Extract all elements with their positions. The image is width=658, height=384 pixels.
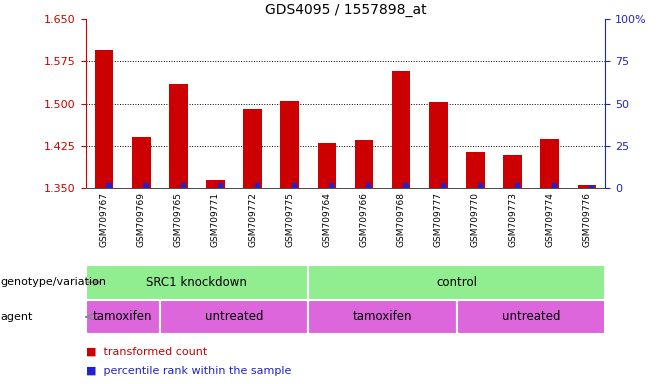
Bar xyxy=(457,300,605,334)
Text: SRC1 knockdown: SRC1 knockdown xyxy=(147,276,247,289)
Bar xyxy=(86,300,160,334)
Bar xyxy=(392,71,411,188)
Title: GDS4095 / 1557898_at: GDS4095 / 1557898_at xyxy=(265,3,426,17)
Text: GSM709770: GSM709770 xyxy=(471,192,480,247)
Bar xyxy=(367,183,371,188)
Bar xyxy=(143,183,149,188)
Text: GSM709775: GSM709775 xyxy=(286,192,294,247)
Bar xyxy=(429,102,447,188)
Text: GSM709764: GSM709764 xyxy=(322,192,332,247)
Bar xyxy=(206,180,225,188)
Bar xyxy=(243,109,262,188)
Text: untreated: untreated xyxy=(502,310,561,323)
Text: GSM709771: GSM709771 xyxy=(211,192,220,247)
Bar xyxy=(355,140,373,188)
Text: control: control xyxy=(436,276,477,289)
Text: tamoxifen: tamoxifen xyxy=(353,310,413,323)
Bar xyxy=(86,265,309,300)
Text: GSM709777: GSM709777 xyxy=(434,192,443,247)
Bar xyxy=(440,183,445,188)
Text: GSM709773: GSM709773 xyxy=(508,192,517,247)
Text: ■  percentile rank within the sample: ■ percentile rank within the sample xyxy=(86,366,291,376)
Bar xyxy=(169,84,188,188)
Bar xyxy=(180,183,186,188)
Bar xyxy=(309,265,605,300)
Text: GSM709769: GSM709769 xyxy=(137,192,145,247)
Bar xyxy=(95,50,113,188)
Bar xyxy=(318,143,336,188)
Bar xyxy=(329,183,334,188)
Text: GSM709774: GSM709774 xyxy=(545,192,554,247)
Text: agent: agent xyxy=(0,312,32,322)
Bar xyxy=(132,137,151,188)
Text: GSM709776: GSM709776 xyxy=(582,192,592,247)
Bar xyxy=(503,156,522,188)
Bar xyxy=(515,183,520,188)
Bar xyxy=(255,183,260,188)
Bar xyxy=(466,152,485,188)
Bar xyxy=(540,139,559,188)
Bar xyxy=(403,183,409,188)
Text: genotype/variation: genotype/variation xyxy=(0,277,106,287)
Bar xyxy=(552,183,557,188)
Bar xyxy=(589,185,594,188)
Bar xyxy=(309,300,457,334)
Text: untreated: untreated xyxy=(205,310,263,323)
Text: ■  transformed count: ■ transformed count xyxy=(86,347,207,357)
Bar xyxy=(280,101,299,188)
Bar xyxy=(478,183,483,188)
Text: GSM709772: GSM709772 xyxy=(248,192,257,247)
Bar xyxy=(218,183,223,188)
Bar xyxy=(160,300,309,334)
Bar xyxy=(107,183,112,188)
Text: tamoxifen: tamoxifen xyxy=(93,310,153,323)
Text: GSM709765: GSM709765 xyxy=(174,192,183,247)
Bar xyxy=(292,183,297,188)
Text: GSM709766: GSM709766 xyxy=(359,192,368,247)
Text: GSM709768: GSM709768 xyxy=(397,192,405,247)
Text: GSM709767: GSM709767 xyxy=(99,192,109,247)
Bar xyxy=(578,185,596,188)
